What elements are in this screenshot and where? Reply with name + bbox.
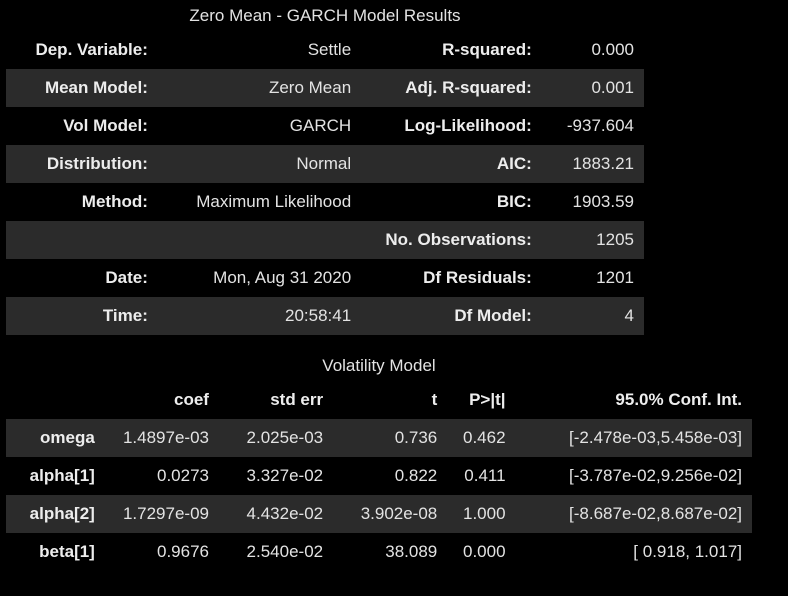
summary-label: No. Observations:: [385, 230, 532, 249]
summary-label: Date:: [105, 268, 148, 287]
volatility-model-table: coef std err t P>|t| 95.0% Conf. Int. om…: [6, 381, 752, 571]
summary-label: Time:: [102, 306, 148, 325]
summary-value: 1903.59: [572, 192, 634, 211]
parameter-name: omega: [40, 428, 95, 447]
column-header-t: t: [431, 390, 438, 409]
parameter-name: alpha[1]: [29, 466, 95, 485]
summary-row: Method: Maximum Likelihood BIC: 1903.59: [6, 183, 644, 221]
summary-value: 0.000: [591, 40, 634, 59]
summary-label: Df Model:: [454, 306, 532, 325]
volatility-row: alpha[2] 1.7297e-09 4.432e-02 3.902e-08 …: [6, 495, 752, 533]
summary-value: Zero Mean: [268, 78, 352, 97]
std-err-value: 4.432e-02: [246, 504, 324, 523]
column-header-std-err: std err: [270, 390, 324, 409]
t-value: 0.736: [394, 428, 438, 447]
summary-label: Vol Model:: [63, 116, 148, 135]
conf-int-value: [-8.687e-02,8.687e-02]: [569, 504, 742, 523]
volatility-model-caption: Volatility Model: [322, 356, 436, 375]
model-results-caption: Zero Mean - GARCH Model Results: [189, 6, 461, 25]
parameter-name: alpha[2]: [29, 504, 95, 523]
std-err-value: 2.540e-02: [246, 542, 324, 561]
summary-label: Log-Likelihood:: [404, 116, 532, 135]
summary-row: Time: 20:58:41 Df Model: 4: [6, 297, 644, 335]
summary-row: No. Observations: 1205: [6, 221, 644, 259]
summary-row: Dep. Variable: Settle R-squared: 0.000: [6, 31, 644, 69]
volatility-header-row: coef std err t P>|t| 95.0% Conf. Int.: [6, 381, 752, 419]
volatility-row: omega 1.4897e-03 2.025e-03 0.736 0.462 […: [6, 419, 752, 457]
column-header-coef: coef: [174, 390, 209, 409]
model-summary-table: Dep. Variable: Settle R-squared: 0.000 M…: [6, 31, 644, 335]
t-value: 38.089: [385, 542, 438, 561]
summary-value: 0.001: [591, 78, 634, 97]
summary-value: 4: [624, 306, 634, 325]
summary-value: Normal: [296, 154, 352, 173]
column-header-p-value: P>|t|: [469, 390, 506, 409]
conf-int-value: [-3.787e-02,9.256e-02]: [569, 466, 742, 485]
coef-value: 0.9676: [156, 542, 209, 561]
summary-row: Date: Mon, Aug 31 2020 Df Residuals: 120…: [6, 259, 644, 297]
summary-value: [158, 221, 361, 259]
t-value: 3.902e-08: [360, 504, 438, 523]
coef-value: 0.0273: [156, 466, 209, 485]
column-header: [6, 381, 105, 419]
summary-label: [6, 221, 158, 259]
column-header-conf-int: 95.0% Conf. Int.: [615, 390, 742, 409]
summary-label: R-squared:: [442, 40, 532, 59]
conf-int-value: [ 0.918, 1.017]: [633, 542, 742, 561]
p-value: 0.462: [463, 428, 506, 447]
p-value: 0.411: [464, 466, 506, 485]
summary-label: Method:: [81, 192, 148, 211]
summary-value: 1883.21: [572, 154, 634, 173]
volatility-row: beta[1] 0.9676 2.540e-02 38.089 0.000 [ …: [6, 533, 752, 571]
summary-value: 1201: [596, 268, 634, 287]
volatility-row: alpha[1] 0.0273 3.327e-02 0.822 0.411 [-…: [6, 457, 752, 495]
summary-value: GARCH: [289, 116, 352, 135]
summary-value: Settle: [307, 40, 352, 59]
summary-value: Mon, Aug 31 2020: [213, 268, 352, 287]
summary-row: Distribution: Normal AIC: 1883.21: [6, 145, 644, 183]
summary-value: 1205: [596, 230, 634, 249]
summary-value: 20:58:41: [284, 306, 352, 325]
coef-value: 1.4897e-03: [122, 428, 209, 447]
std-err-value: 2.025e-03: [246, 428, 324, 447]
summary-label: Df Residuals:: [423, 268, 532, 287]
std-err-value: 3.327e-02: [246, 466, 324, 485]
summary-row: Vol Model: GARCH Log-Likelihood: -937.60…: [6, 107, 644, 145]
p-value: 0.000: [463, 542, 506, 561]
summary-value: Maximum Likelihood: [196, 192, 352, 211]
summary-row: Mean Model: Zero Mean Adj. R-squared: 0.…: [6, 69, 644, 107]
summary-label: AIC:: [496, 154, 532, 173]
summary-value: -937.604: [566, 116, 634, 135]
parameter-name: beta[1]: [39, 542, 95, 561]
summary-label: Mean Model:: [44, 78, 148, 97]
summary-label: Distribution:: [46, 154, 148, 173]
summary-label: BIC:: [496, 192, 532, 211]
summary-label: Adj. R-squared:: [405, 78, 532, 97]
t-value: 0.822: [394, 466, 438, 485]
conf-int-value: [-2.478e-03,5.458e-03]: [569, 428, 742, 447]
p-value: 1.000: [463, 504, 506, 523]
summary-label: Dep. Variable:: [35, 40, 148, 59]
coef-value: 1.7297e-09: [122, 504, 209, 523]
